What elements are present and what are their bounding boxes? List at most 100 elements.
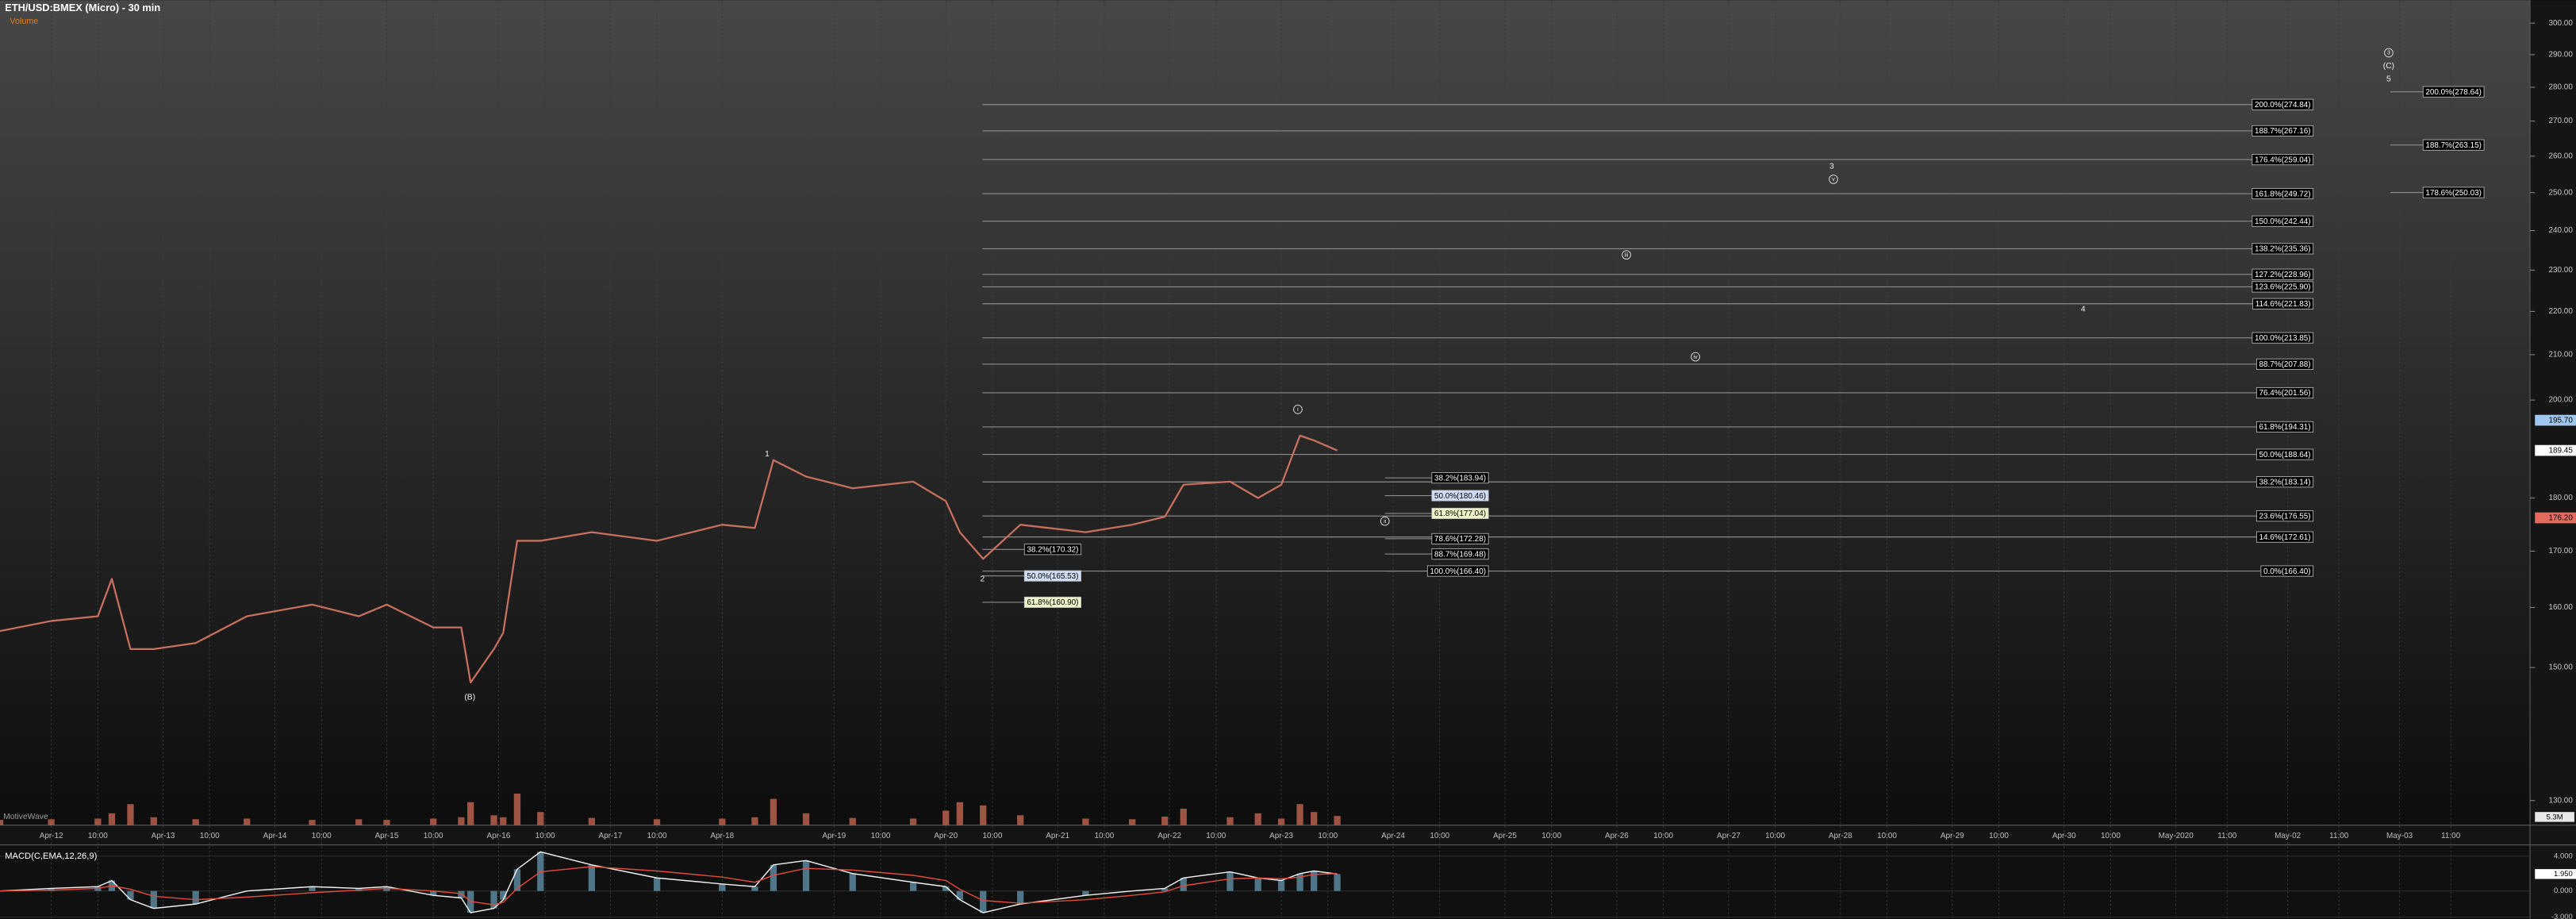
x-tick-label: Apr-27: [1717, 832, 1741, 840]
x-tick-label: 10:00: [1541, 832, 1561, 840]
macd-tag-bg: [2535, 869, 2576, 879]
x-tick-label: Apr-29: [1941, 832, 1964, 840]
volume-bar: [909, 818, 917, 825]
fib-label: 161.8%(249.72): [2255, 190, 2311, 198]
fib-label: 61.8%(194.31): [2259, 423, 2310, 432]
volume-bar: [1296, 804, 1303, 825]
volume-bar: [1227, 817, 1234, 825]
volume-bar: [802, 813, 810, 825]
volume-bar: [513, 793, 521, 825]
wave-label: ii: [1384, 519, 1387, 525]
price-tag-bg: [2535, 414, 2576, 426]
y-tick-label: 250.00: [2548, 188, 2573, 197]
fib-label-bg: [2252, 187, 2314, 200]
x-tick-label: Apr-18: [710, 832, 734, 840]
price-line: [0, 434, 1338, 684]
x-tick-label: May-02: [2275, 832, 2302, 840]
macd-title: MACD(C,EMA,12,26,9): [5, 852, 97, 861]
fib-label: 100.0%(166.40): [1430, 567, 1486, 576]
macd-histogram-bar: [980, 890, 987, 913]
fib-label-bg: [2422, 186, 2485, 198]
macd-histogram-bar: [1161, 888, 1169, 891]
x-tick-label: Apr-23: [1269, 832, 1293, 840]
fib-label: 114.6%(221.83): [2255, 300, 2311, 309]
macd-histogram-bar: [770, 864, 777, 891]
volume-tag: 5.3M: [2547, 813, 2563, 821]
fib-label: 176.4%(259.04): [2255, 156, 2311, 164]
wave-circle: [1380, 516, 1390, 526]
volume-bar: [48, 819, 55, 825]
volume-bar: [1128, 819, 1136, 825]
wave-label: 3: [2387, 51, 2390, 56]
x-tick-label: Apr-26: [1605, 832, 1629, 840]
macd-tick-label: 0.000: [2554, 886, 2573, 895]
fib-label: 50.0%(180.46): [1434, 492, 1486, 501]
volume-bar: [1161, 816, 1169, 825]
wave-label: (C): [2383, 62, 2394, 71]
x-tick-label: Apr-16: [487, 832, 511, 840]
volume-bar: [588, 817, 596, 825]
volume-bar: [1277, 818, 1285, 825]
fib-label-bg: [1023, 544, 1081, 556]
macd-histogram-bar: [430, 890, 437, 896]
macd-histogram-bar: [513, 869, 521, 891]
x-tick-label: 10:00: [983, 832, 1003, 840]
macd-histogram-bar: [150, 890, 157, 909]
macd-histogram-bar: [458, 890, 465, 898]
macd-histogram-bar: [588, 864, 596, 891]
y-tick-label: 160.00: [2548, 603, 2573, 612]
volume-bar: [355, 819, 363, 825]
x-tick-label: Apr-19: [822, 832, 846, 840]
macd-histogram-bar: [192, 890, 199, 905]
wave-label: 5: [2386, 75, 2391, 84]
x-tick-label: Apr-14: [263, 832, 287, 840]
fib-label: 38.2%(183.14): [2259, 479, 2310, 487]
fib-label-bg: [2422, 86, 2485, 98]
x-tick-label: Apr-17: [598, 832, 622, 840]
wave-label: iii: [1625, 252, 1629, 258]
fib-label: 76.4%(201.56): [2259, 389, 2310, 398]
fib-label-bg: [1431, 507, 1489, 519]
fib-label-bg: [2252, 298, 2314, 310]
volume-bar: [244, 818, 251, 825]
fib-label: 138.2%(235.36): [2255, 245, 2311, 254]
macd-tag: 1.950: [2554, 870, 2573, 879]
price-tag-bg: [2535, 444, 2576, 456]
volume-bar: [467, 802, 474, 825]
x-tick-label: 10:00: [536, 832, 555, 840]
fib-label: 50.0%(165.53): [1027, 572, 1078, 581]
fib-label-bg: [1426, 565, 1489, 577]
x-tick-label: Apr-15: [375, 832, 399, 840]
fib-label-bg: [2255, 476, 2314, 488]
x-tick-label: Apr-20: [934, 832, 958, 840]
x-tick-label: Apr-12: [40, 832, 63, 840]
signal-line: [0, 866, 1338, 906]
volume-bar: [458, 817, 465, 825]
macd-histogram-bar: [1017, 890, 1024, 905]
fib-label: 127.2%(228.96): [2255, 271, 2311, 279]
wave-label: (B): [464, 693, 475, 702]
x-tick-label: 10:00: [200, 832, 220, 840]
volume-bar: [309, 820, 316, 825]
x-tick-label: 10:00: [1877, 832, 1897, 840]
macd-histogram-bar: [942, 886, 950, 891]
fib-label-bg: [2252, 243, 2314, 255]
x-tick-label: 11:00: [2217, 832, 2237, 840]
fib-label-bg: [2252, 268, 2314, 280]
x-tick-label: 11:00: [2329, 832, 2349, 840]
volume-bar: [108, 813, 116, 825]
price-pane: [0, 0, 2531, 825]
fib-label: 38.2%(170.32): [1027, 546, 1078, 555]
x-tick-label: 10:00: [424, 832, 443, 840]
volume-bar: [490, 815, 497, 825]
macd-histogram-bar: [127, 890, 134, 900]
macd-histogram-bar: [1296, 873, 1303, 891]
fib-label-bg: [2255, 421, 2314, 433]
price-tag-bg: [2535, 512, 2576, 524]
fib-label: 88.7%(169.48): [1434, 550, 1486, 559]
time-axis-pane: [0, 825, 2531, 845]
y-tick-label: 300.00: [2548, 19, 2573, 28]
fib-label: 61.8%(177.04): [1434, 509, 1486, 518]
